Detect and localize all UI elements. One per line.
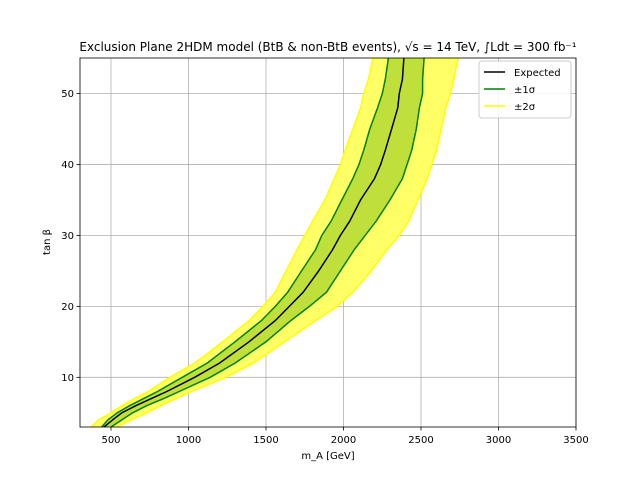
sigma1-lower-line xyxy=(101,58,390,427)
series-lines xyxy=(101,58,425,427)
x-tick-label: 1500 xyxy=(253,435,278,446)
y-tick-label: 30 xyxy=(61,231,74,242)
y-tick-label: 50 xyxy=(61,89,74,100)
x-tick-label: 1000 xyxy=(176,435,201,446)
x-tick-label: 3500 xyxy=(563,435,588,446)
legend: Expected ±1σ ±2σ xyxy=(478,60,572,119)
expected-line xyxy=(103,58,405,427)
x-tick-label: 500 xyxy=(101,435,120,446)
x-tick-label: 2000 xyxy=(331,435,356,446)
x-tick-label: 3000 xyxy=(486,435,511,446)
legend-box xyxy=(478,60,572,119)
x-axis-ticks: 500 1000 1500 2000 2500 3000 3500 xyxy=(101,427,589,446)
sigma1-upper-line xyxy=(110,58,425,427)
y-tick-label: 20 xyxy=(61,302,74,313)
chart-title: Exclusion Plane 2HDM model (BtB & non-Bt… xyxy=(79,40,576,54)
legend-label-expected: Expected xyxy=(514,68,561,79)
y-tick-label: 10 xyxy=(61,373,74,384)
legend-label-sigma2: ±2σ xyxy=(514,102,536,113)
x-axis-label: m_A [GeV] xyxy=(301,451,354,462)
x-tick-label: 2500 xyxy=(408,435,433,446)
y-axis-label: tan β xyxy=(42,229,53,255)
plot-frame xyxy=(79,57,577,428)
y-axis-ticks: 10 20 30 40 50 xyxy=(61,89,80,384)
legend-label-sigma1: ±1σ xyxy=(514,85,536,96)
y-tick-label: 40 xyxy=(61,160,74,171)
